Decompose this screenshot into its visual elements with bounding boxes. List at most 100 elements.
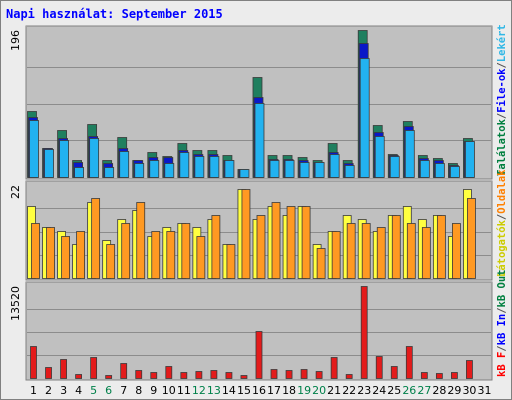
bar-visits-oldalak-day-9: Oldalak 9: 11 [151,231,161,279]
bar-hits-lekért-day-3: Lekért 3: 49 [59,140,69,178]
bar-traffic-kb-f-day-24: kB F 24: 3250 [375,356,383,379]
bar-traffic-kb-f-day-18: kB F 18: 1200 [285,370,293,379]
x-tick-label: 4 [75,384,82,397]
bar-visits-oldalak-day-21: Oldalak 21: 11 [331,231,341,279]
bar-hits-lekért-day-29: Lekért 29: 15 [450,166,460,178]
bar-traffic-kb-f-day-27: kB F 27: 820 [420,372,428,379]
bar-visits-oldalak-day-13: Oldalak 13: 15 [211,215,221,279]
bar-traffic-kb-f-day-23: kB F 23: 13520 [360,286,368,379]
bar-traffic-kb-f-day-8: kB F 8: 1150 [135,370,143,379]
bar-hits-lekért-day-25: Lekért 25: 28 [389,156,400,178]
side-legend: Találatok/File-ok/Lekért [496,24,508,176]
x-tick-label: 25 [387,384,401,397]
bar-visits-oldalak-day-27: Oldalak 27: 12 [421,227,431,279]
bar-hits-lekért-day-27: Lekért 27: 22 [419,160,430,178]
bar-traffic-kb-f-day-14: kB F 14: 900 [225,372,233,379]
bar-visits-oldalak-day-15: Oldalak 15: 21 [241,189,251,279]
x-tick-label: 6 [105,384,112,397]
legend-entry: / [496,214,508,220]
bar-traffic-kb-f-day-13: kB F 13: 1200 [210,370,218,379]
bar-hits-lekért-day-30: Lekért 30: 48 [465,141,475,178]
bar-visits-oldalak-day-7: Oldalak 7: 13 [121,223,131,279]
bar-visits-oldalak-day-11: Oldalak 11: 13 [181,223,191,279]
bar-hits-lekért-day-2: Lekért 2: 37 [44,149,54,178]
bar-visits-oldalak-day-3: Oldalak 3: 10 [61,236,70,279]
panel-visits: 22 Látogatók/Oldalak Látogatók 1: 17Oldala… [9,169,508,281]
chart-title: Napi használat: September 2015 [6,7,223,21]
x-tick-label: 12 [192,384,206,397]
bar-traffic-kb-f-day-17: kB F 17: 1350 [270,369,278,379]
bar-hits-lekért-day-6: Lekért 6: 13 [104,167,115,178]
x-tick-label: 14 [222,384,236,397]
bar-visits-oldalak-day-6: Oldalak 6: 8 [106,244,116,279]
bar-visits-oldalak-day-2: Oldalak 2: 12 [46,227,55,279]
x-tick-label: 5 [90,384,97,397]
bar-hits-lekért-day-28: Lekért 28: 19 [434,163,445,178]
bar-hits-lekért-day-15: Lekért 15: 10 [239,169,250,178]
legend-entry: / [496,345,508,351]
bar-visits-oldalak-day-10: Oldalak 10: 11 [166,231,176,279]
side-legend: kB F/kB In/kB Out [496,270,508,378]
bar-hits-lekért-day-11: Lekért 11: 33 [179,152,190,178]
bar-traffic-kb-f-day-20: kB F 20: 1050 [315,371,323,379]
bar-hits-lekért-day-4: Lekért 4: 13 [74,167,84,178]
x-tick-label: 27 [417,384,431,397]
x-axis: 1 2 3 4 5 6 7 8 9 10 11 12 13 14 15 16 17 18 19 20 21 22 23 24 2… [30,384,491,397]
bar-visits-oldalak-day-26: Oldalak 26: 13 [406,223,416,279]
bar-hits-lekért-day-22: Lekért 22: 16 [344,165,355,178]
bar-visits-oldalak-day-8: Oldalak 8: 18 [136,202,146,279]
bar-visits-oldalak-day-16: Oldalak 16: 15 [256,215,266,279]
bar-visits-oldalak-day-24: Oldalak 24: 12 [376,227,386,279]
bar-visits-oldalak-day-29: Oldalak 29: 13 [452,223,461,279]
bar-traffic-kb-f-day-12: kB F 12: 1100 [195,371,203,379]
bar-visits-oldalak-day-22: Oldalak 22: 13 [346,223,356,279]
bar-traffic-kb-f-day-10: kB F 10: 1800 [165,366,173,379]
bar-hits-lekért-day-24: Lekért 24: 55 [374,136,385,178]
bar-traffic-kb-f-day-21: kB F 21: 3100 [330,357,338,379]
bar-visits-oldalak-day-18: Oldalak 18: 17 [286,206,296,279]
bar-visits-oldalak-day-25: Oldalak 25: 15 [391,215,401,279]
x-tick-label: 31 [477,384,491,397]
x-tick-label: 7 [120,384,127,397]
x-tick-label: 1 [30,384,37,397]
bar-hits-lekért-day-13: Lekért 13: 28 [209,156,220,178]
bar-traffic-kb-f-day-11: kB F 11: 950 [180,372,188,379]
x-tick-label: 9 [150,384,157,397]
bar-visits-oldalak-day-28: Oldalak 28: 15 [436,215,446,279]
bar-traffic-kb-f-day-25: kB F 25: 1700 [390,366,398,379]
bar-traffic-kb-f-day-28: kB F 28: 800 [435,373,443,379]
bar-visits-oldalak-day-1: Oldalak 1: 13 [31,223,40,279]
x-tick-label: 3 [60,384,67,397]
x-tick-label: 23 [357,384,371,397]
bar-visits-oldalak-day-20: Oldalak 20: 7 [316,248,326,279]
bar-traffic-kb-f-day-9: kB F 9: 900 [150,372,158,379]
legend-entry: Oldalak [496,169,508,214]
bar-visits-oldalak-day-30: Oldalak 30: 19 [467,198,476,279]
x-tick-label: 11 [177,384,191,397]
bar-traffic-kb-f-day-2: kB F 2: 1550 [45,367,52,379]
bar-hits-lekért-day-18: Lekért 18: 22 [284,160,295,178]
bar-visits-oldalak-day-19: Oldalak 19: 17 [301,206,311,279]
legend-entry: File-ok [496,68,508,113]
bar-visits-oldalak-day-4: Oldalak 4: 11 [76,231,85,279]
bar-hits-lekért-day-19: Lekért 19: 20 [299,162,310,178]
x-tick-label: 19 [297,384,311,397]
legend-entry: / [496,307,508,313]
bar-hits-lekért-day-21: Lekért 21: 30 [329,154,340,178]
bar-traffic-kb-f-day-4: kB F 4: 620 [75,374,82,379]
bar-hits-lekért-day-1: Lekért 1: 76 [29,120,39,178]
bar-traffic-kb-f-day-1: kB F 1: 4650 [30,346,37,379]
bar-hits-lekért-day-23: Lekért 23: 159 [359,58,370,178]
x-tick-label: 30 [462,384,476,397]
x-tick-label: 8 [135,384,142,397]
bars-hits: Találatok 1: 88File-ok 1: 80Lekért 1: 76… [27,30,475,178]
bar-traffic-kb-f-day-30: kB F 30: 2650 [466,360,473,379]
legend-entry: Lekért [496,24,508,62]
bar-hits-lekért-day-7: Lekért 7: 35 [119,151,130,178]
x-tick-label: 17 [267,384,281,397]
bar-traffic-kb-f-day-16: kB F 16: 6850 [255,331,263,379]
bar-traffic-kb-f-day-15: kB F 15: 480 [240,375,248,379]
